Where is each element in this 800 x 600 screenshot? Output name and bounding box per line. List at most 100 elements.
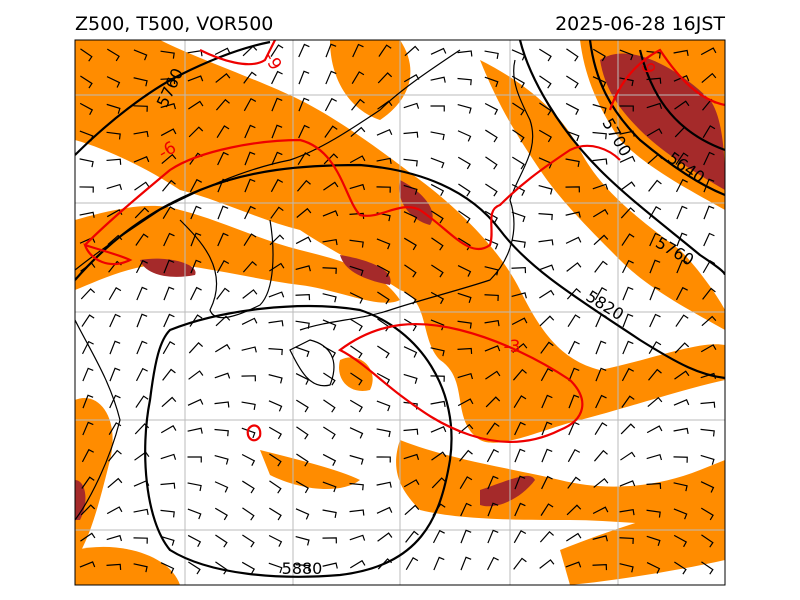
wind-barb bbox=[430, 319, 445, 331]
map-area: 5760 5700 5640 5760 5820 5880 -9 -6 -9 -… bbox=[75, 40, 725, 585]
wind-barb bbox=[675, 152, 689, 165]
graticule bbox=[75, 40, 725, 585]
wind-barb bbox=[325, 70, 337, 85]
wind-barb bbox=[268, 400, 283, 412]
wind-barb bbox=[378, 44, 392, 57]
wind-barb bbox=[349, 318, 363, 332]
wind-barb bbox=[430, 291, 445, 305]
wind-barb bbox=[323, 153, 339, 165]
wind-barb bbox=[567, 448, 581, 463]
wind-barb bbox=[109, 394, 121, 409]
wind-barb bbox=[79, 211, 95, 218]
wind-barb bbox=[322, 537, 337, 544]
wind-barb bbox=[619, 77, 634, 87]
wind-barb bbox=[565, 130, 580, 142]
wind-barb bbox=[349, 183, 366, 191]
wind-barb bbox=[619, 155, 636, 163]
wind-barb bbox=[160, 562, 175, 574]
wind-barb bbox=[134, 423, 150, 435]
wind-barb bbox=[430, 347, 445, 357]
wind-barb bbox=[485, 183, 498, 197]
wind-barb bbox=[107, 477, 123, 489]
wind-barb bbox=[106, 103, 121, 114]
wind-barb bbox=[702, 125, 716, 139]
wind-barb bbox=[215, 534, 228, 548]
wind-barb bbox=[592, 535, 608, 542]
wind-barb bbox=[80, 75, 93, 89]
wind-barb bbox=[513, 529, 527, 544]
wind-barb bbox=[514, 421, 526, 436]
wind-barb bbox=[377, 532, 393, 542]
wind-barb bbox=[619, 537, 634, 544]
wind-barb bbox=[431, 210, 444, 224]
wind-barb bbox=[79, 186, 94, 193]
wind-barb bbox=[484, 102, 499, 115]
wind-barb bbox=[512, 156, 525, 170]
wind-barb bbox=[538, 129, 552, 143]
wind-barb bbox=[674, 370, 690, 380]
wind-barb bbox=[646, 102, 663, 109]
wind-barb bbox=[566, 48, 579, 62]
wind-barb bbox=[133, 77, 148, 87]
wind-barb bbox=[268, 374, 283, 384]
wind-barb bbox=[458, 210, 471, 224]
wind-barb bbox=[646, 453, 663, 461]
wind-barb bbox=[295, 265, 311, 272]
wind-barb bbox=[649, 313, 661, 328]
wind-barb bbox=[459, 476, 473, 490]
wind-barb bbox=[106, 563, 122, 570]
wind-barb bbox=[457, 103, 472, 114]
wind-barb bbox=[486, 448, 499, 463]
wind-barb bbox=[376, 481, 392, 488]
wind-barb bbox=[136, 286, 148, 301]
wind-barb bbox=[403, 453, 420, 460]
wind-barb bbox=[295, 236, 312, 245]
wind-barb bbox=[594, 422, 608, 435]
wind-barb bbox=[187, 398, 204, 406]
wind-barb bbox=[133, 508, 149, 515]
wind-barb bbox=[701, 561, 714, 575]
wind-barb bbox=[540, 341, 554, 354]
wind-barb bbox=[511, 75, 525, 89]
wind-barb bbox=[82, 367, 94, 382]
wind-barb bbox=[109, 367, 121, 382]
wind-barb bbox=[539, 530, 554, 543]
wind-barb bbox=[268, 348, 283, 356]
wind-barb bbox=[376, 428, 391, 438]
wind-barb bbox=[484, 320, 500, 327]
wind-barb bbox=[189, 178, 203, 193]
wind-barb bbox=[162, 341, 176, 355]
wind-barb bbox=[648, 341, 662, 355]
wind-barb bbox=[566, 287, 581, 300]
wind-barb bbox=[539, 48, 552, 62]
wind-barb bbox=[565, 561, 582, 568]
wind-barb bbox=[349, 292, 364, 304]
wind-barb bbox=[540, 503, 554, 516]
wind-barb bbox=[243, 233, 257, 246]
wind-barb bbox=[674, 342, 690, 354]
wind-barb bbox=[619, 49, 634, 61]
wind-barb bbox=[376, 372, 391, 386]
wind-barb bbox=[269, 234, 285, 246]
wind-barb bbox=[430, 183, 445, 197]
wind-barb bbox=[324, 125, 338, 138]
height-contours bbox=[75, 40, 725, 578]
wind-barb bbox=[244, 151, 256, 166]
wind-barb bbox=[538, 264, 555, 271]
wind-barb bbox=[403, 131, 419, 138]
wind-barb bbox=[243, 71, 257, 84]
wind-barb bbox=[487, 475, 499, 490]
wind-barb bbox=[80, 288, 96, 300]
wind-barb bbox=[270, 178, 284, 193]
wind-barb bbox=[592, 103, 607, 114]
wind-barb bbox=[403, 184, 418, 195]
wind-barb bbox=[484, 50, 499, 59]
wind-barb bbox=[214, 401, 230, 408]
wind-barb bbox=[325, 43, 337, 58]
wind-barb bbox=[675, 178, 688, 193]
wind-barb bbox=[376, 506, 393, 514]
wind-barb bbox=[566, 532, 582, 542]
wind-barb bbox=[541, 394, 553, 409]
wind-barb bbox=[106, 506, 123, 515]
